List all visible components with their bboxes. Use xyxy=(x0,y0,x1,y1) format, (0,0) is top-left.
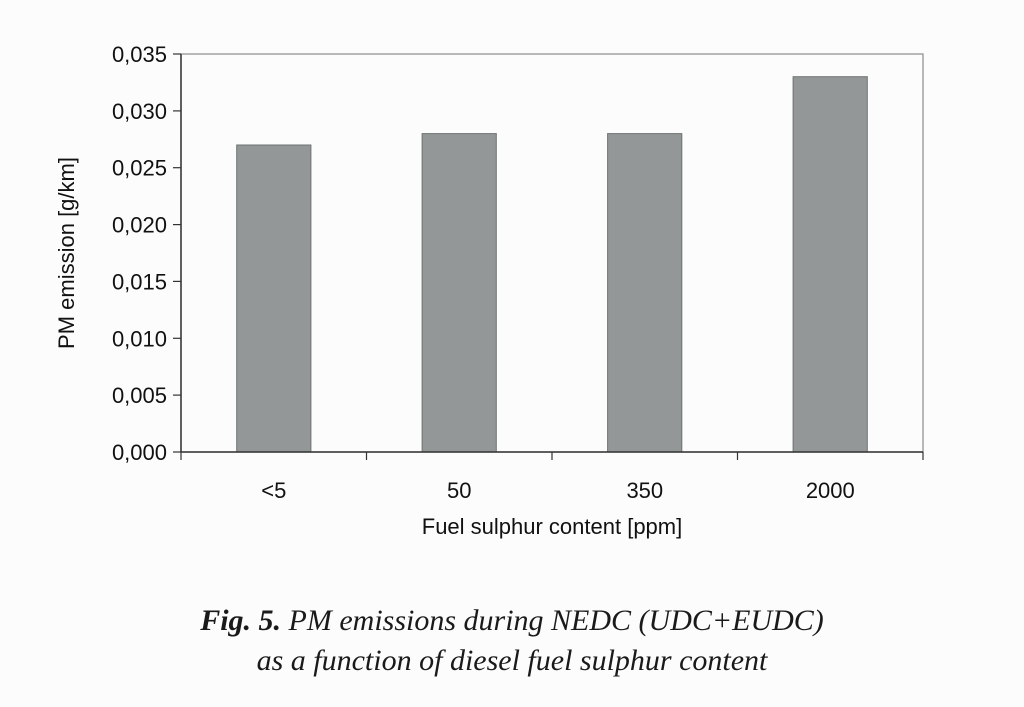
x-ticks-group: <5 50 350 2000 xyxy=(180,452,924,503)
bar-3 xyxy=(607,133,683,453)
x-axis-title: Fuel sulphur content [ppm] xyxy=(422,514,682,539)
y-tick-label: 0,035 xyxy=(112,42,167,67)
x-tick-label: <5 xyxy=(261,478,286,503)
bar-chart: 0,000 0,005 0,010 0,015 0,020 0,025 0,030 0,035… xyxy=(54,42,924,539)
x-tick-label: 50 xyxy=(447,478,471,503)
bars-group xyxy=(236,76,868,453)
bar-4 xyxy=(792,76,868,453)
figure-caption-text-2: as a function of diesel fuel sulphur con… xyxy=(256,644,768,677)
figure-caption-text-1: PM emissions during NEDC (UDC+EUDC) xyxy=(288,604,824,637)
y-tick-label: 0,015 xyxy=(112,269,167,294)
figure-caption-label: Fig. 5. xyxy=(200,604,282,637)
x-tick-label: 2000 xyxy=(806,478,855,503)
y-tick-label: 0,005 xyxy=(112,383,167,408)
y-tick-label: 0,020 xyxy=(112,213,167,238)
x-tick-label: 350 xyxy=(626,478,663,503)
y-tick-label: 0,030 xyxy=(112,99,167,124)
figure-caption-line-1: Fig. 5. PM emissions during NEDC (UDC+EU… xyxy=(0,604,1024,638)
y-tick-label: 0,010 xyxy=(112,326,167,351)
figure-caption-line-2: as a function of diesel fuel sulphur con… xyxy=(0,644,1024,678)
y-ticks-group: 0,000 0,005 0,010 0,015 0,020 0,025 0,030 0,035 xyxy=(112,42,181,465)
bar-2 xyxy=(421,133,497,453)
y-tick-label: 0,000 xyxy=(112,440,167,465)
bar-1 xyxy=(236,144,312,453)
y-axis-title: PM emission [g/km] xyxy=(54,157,79,349)
y-tick-label: 0,025 xyxy=(112,156,167,181)
